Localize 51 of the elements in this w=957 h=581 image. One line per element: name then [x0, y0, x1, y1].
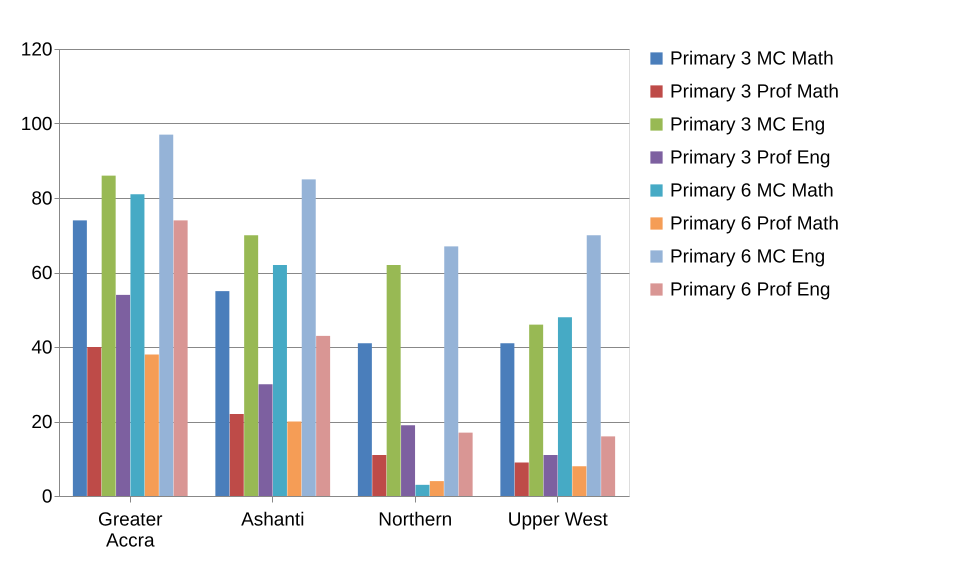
bar: [430, 481, 444, 496]
bar: [415, 484, 430, 496]
bar: [159, 134, 174, 496]
y-tick-label: 0: [42, 486, 52, 508]
bar: [358, 343, 372, 496]
bar: [572, 466, 586, 496]
y-tick-label: 100: [20, 114, 52, 135]
bar: [102, 176, 116, 496]
bar: [144, 354, 159, 496]
bar: [272, 265, 287, 496]
bar: [244, 235, 258, 496]
legend-label: Primary 3 Prof Math: [670, 82, 839, 102]
legend-label: Primary 3 MC Eng: [670, 114, 826, 136]
bar: [529, 324, 544, 496]
bar: [302, 179, 316, 496]
y-tick-label: 60: [31, 263, 52, 284]
bar: [601, 436, 616, 496]
bar: [258, 384, 273, 496]
legend-label: Primary 6 MC Math: [670, 180, 834, 202]
bar: [544, 455, 558, 496]
legend-label: Primary 3 Prof Eng: [670, 148, 830, 168]
bar: [174, 220, 188, 496]
x-tick-label: Greater Accra: [98, 510, 164, 552]
bar: [386, 265, 401, 496]
bar: [401, 425, 416, 496]
legend-label: Primary 3 MC Math: [670, 48, 834, 70]
bar: [500, 343, 514, 496]
bar: [87, 347, 102, 496]
y-tick-label: 80: [31, 188, 52, 210]
bar: [230, 414, 244, 496]
bar: [72, 220, 87, 496]
legend-label: Primary 6 Prof Math: [670, 214, 839, 234]
bar: [586, 235, 601, 496]
bar: [287, 422, 302, 496]
x-tick-label: Northern: [378, 510, 452, 530]
bar: [215, 291, 230, 496]
y-tick-label: 20: [31, 412, 52, 433]
bar: [130, 194, 144, 496]
bar: [458, 432, 473, 496]
bar: [372, 455, 386, 496]
y-tick-label: 120: [20, 40, 52, 60]
x-tick-label: Ashanti: [241, 510, 304, 530]
bar: [444, 246, 458, 496]
bar: [116, 294, 130, 496]
legend-label: Primary 6 Prof Eng: [670, 280, 830, 300]
bar: [558, 317, 572, 496]
x-tick-label: Upper West: [508, 510, 608, 530]
bar: [514, 462, 529, 496]
legend-label: Primary 6 MC Eng: [670, 246, 826, 268]
bar: [316, 336, 330, 496]
y-tick-label: 40: [31, 338, 52, 358]
